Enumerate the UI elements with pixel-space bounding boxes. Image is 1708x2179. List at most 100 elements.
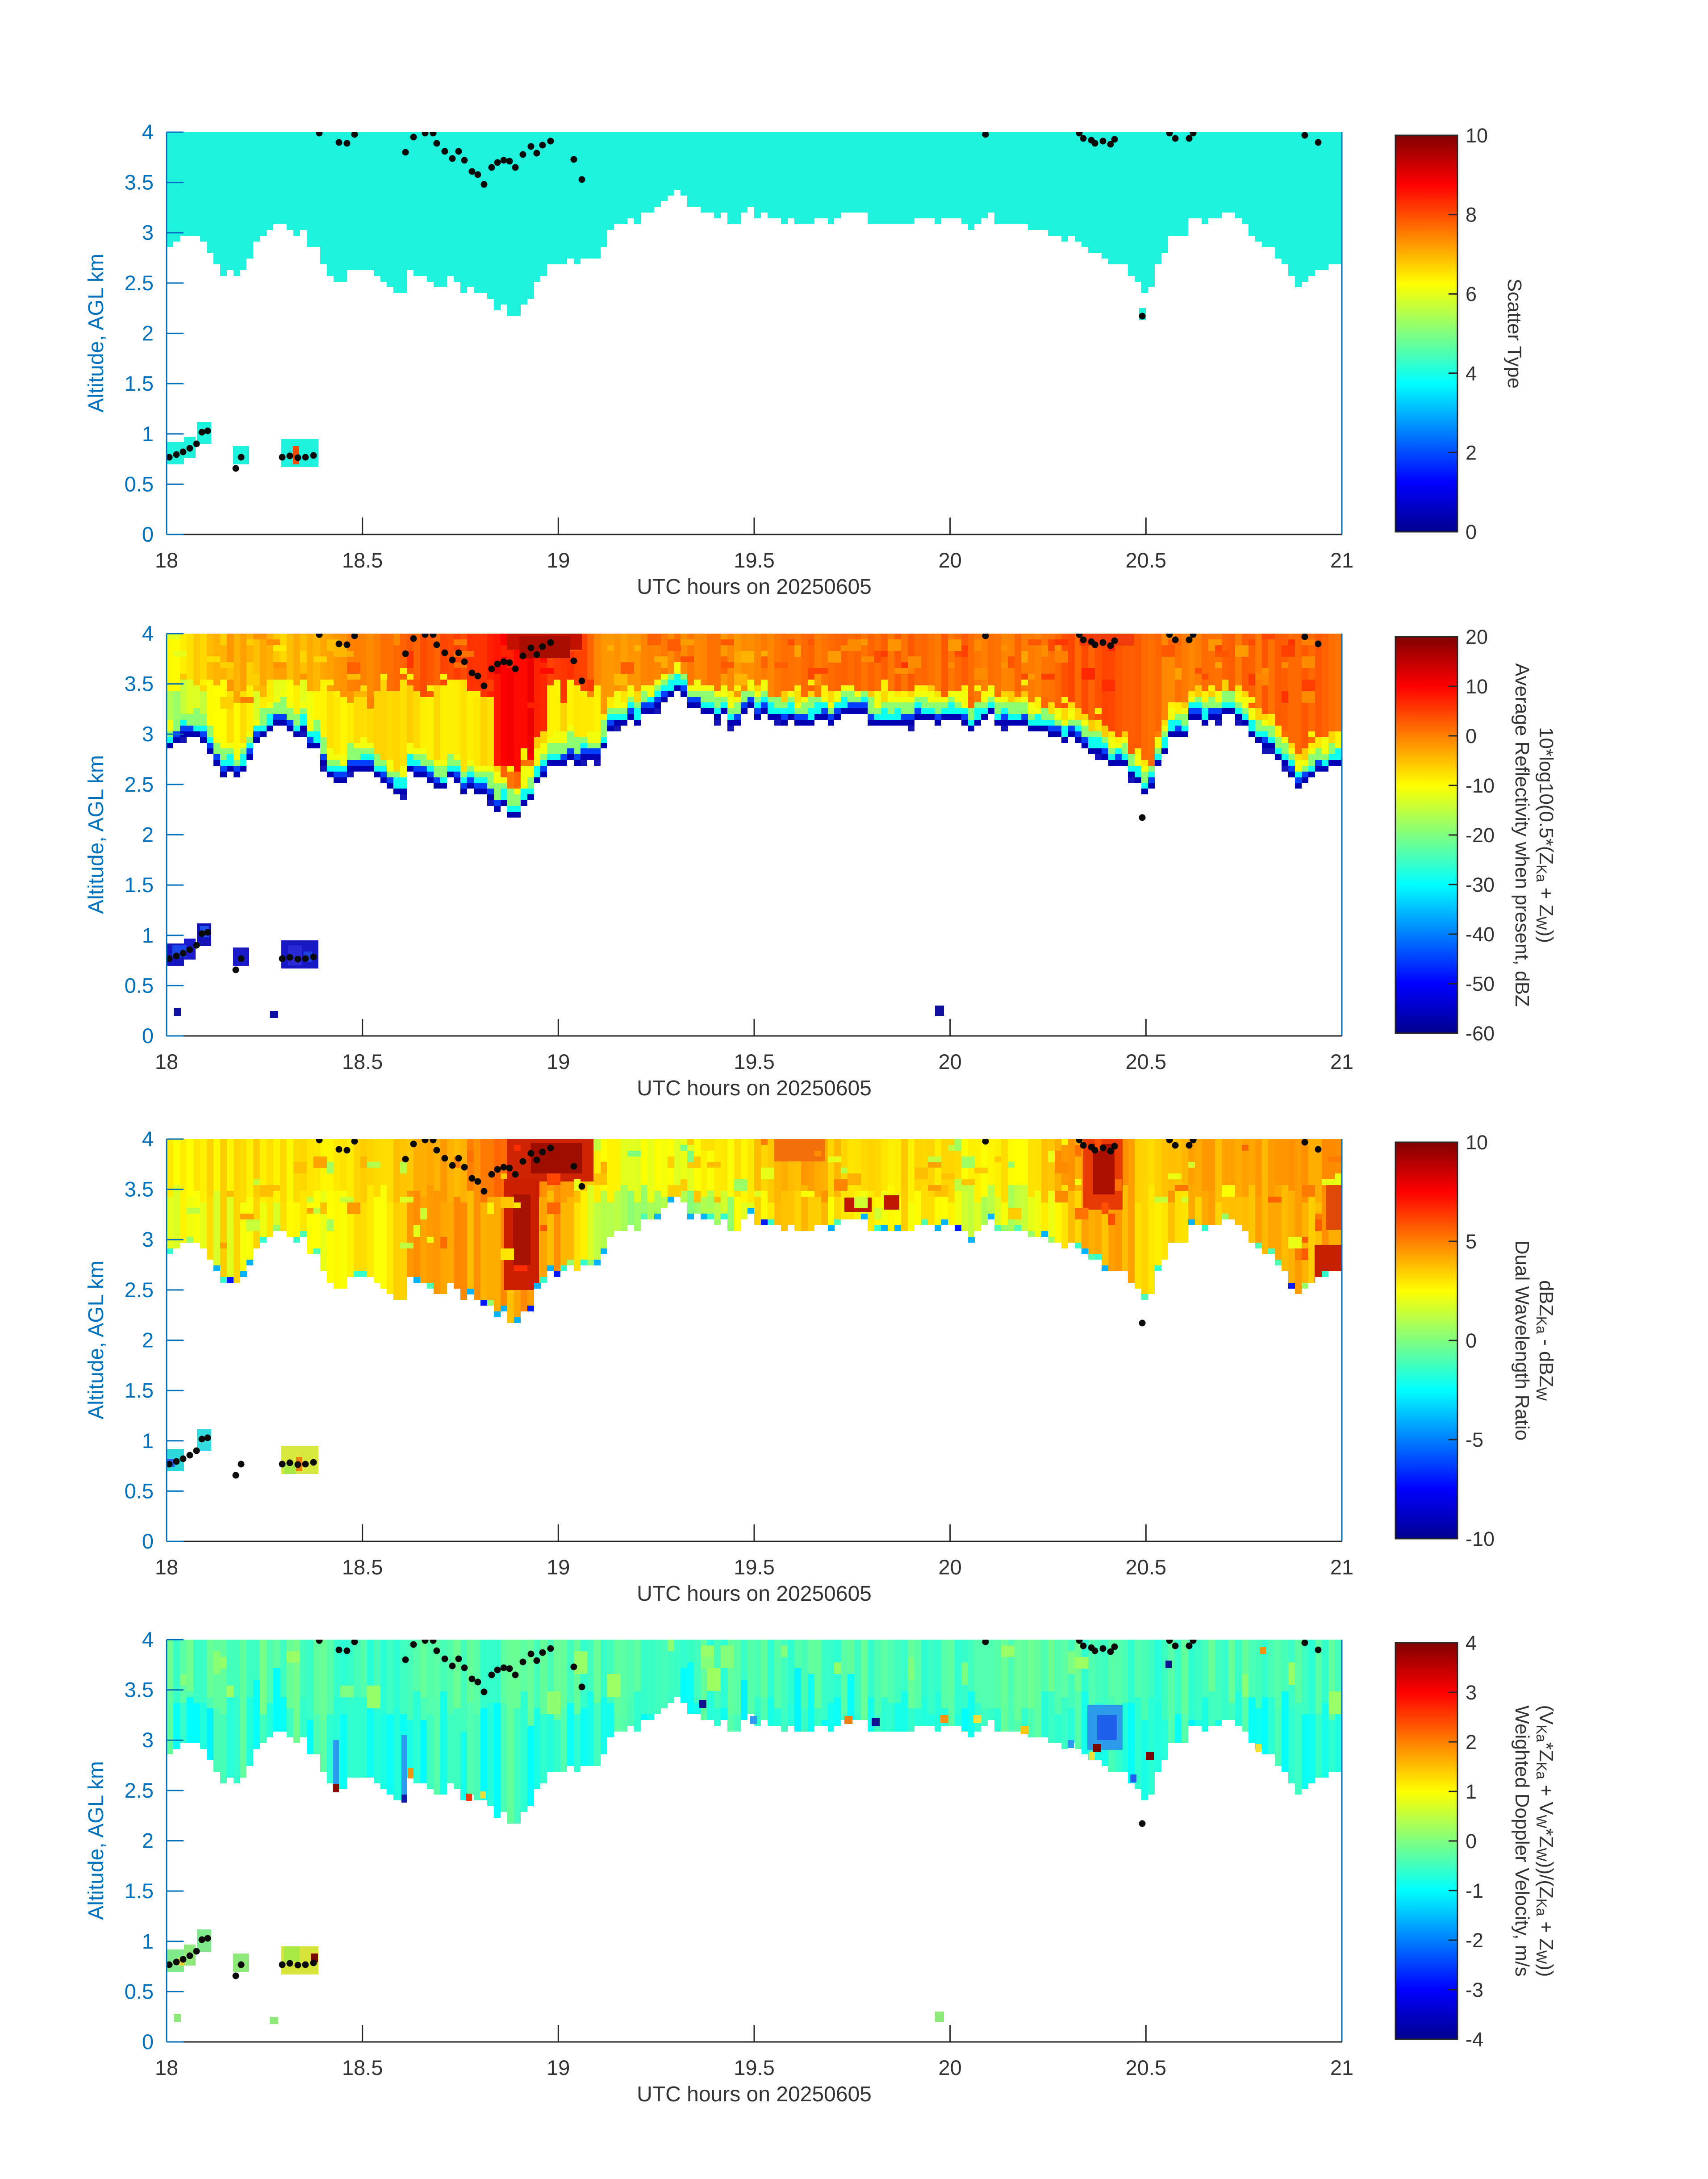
svg-text:20: 20 (1466, 626, 1488, 648)
svg-text:21: 21 (1330, 1555, 1353, 1579)
svg-text:-4: -4 (1466, 2028, 1483, 2051)
svg-text:19.5: 19.5 (734, 2056, 774, 2079)
svg-text:20: 20 (939, 1050, 962, 1073)
svg-text:1: 1 (142, 923, 154, 947)
svg-text:3.5: 3.5 (125, 1177, 154, 1201)
svg-text:10*log10(0.5*(ZKa + ZW)): 10*log10(0.5*(ZKa + ZW)) (1533, 727, 1557, 943)
svg-text:20: 20 (939, 548, 962, 572)
svg-text:20.5: 20.5 (1126, 2056, 1166, 2079)
svg-text:Altitude, AGL km: Altitude, AGL km (84, 1761, 108, 1920)
svg-text:18: 18 (155, 1555, 178, 1579)
svg-text:19.5: 19.5 (734, 548, 774, 572)
svg-text:1: 1 (142, 422, 154, 446)
svg-text:5: 5 (1466, 1230, 1477, 1253)
svg-text:1: 1 (142, 1929, 154, 1953)
svg-text:2.5: 2.5 (125, 271, 154, 295)
svg-text:3.5: 3.5 (125, 672, 154, 696)
svg-text:-2: -2 (1466, 1929, 1483, 1952)
svg-text:2: 2 (142, 1829, 154, 1853)
svg-text:18: 18 (155, 2056, 178, 2079)
svg-text:-60: -60 (1466, 1022, 1495, 1045)
svg-text:UTC hours on 20250605: UTC hours on 20250605 (637, 2083, 872, 2106)
svg-text:10: 10 (1466, 124, 1488, 147)
svg-text:3: 3 (1466, 1681, 1477, 1704)
svg-text:-1: -1 (1466, 1879, 1483, 1902)
svg-text:-50: -50 (1466, 973, 1495, 995)
svg-text:2.5: 2.5 (125, 1278, 154, 1302)
svg-text:0: 0 (142, 522, 154, 546)
svg-text:21: 21 (1330, 1050, 1353, 1073)
svg-text:4: 4 (142, 120, 154, 144)
svg-text:8: 8 (1466, 204, 1477, 226)
svg-text:6: 6 (1466, 283, 1477, 305)
svg-text:0: 0 (142, 1529, 154, 1553)
svg-text:Average Reflectivity when pres: Average Reflectivity when present, dBZ (1511, 663, 1533, 1007)
svg-text:1.5: 1.5 (125, 1378, 154, 1402)
svg-text:0: 0 (142, 2030, 154, 2054)
svg-text:3.5: 3.5 (125, 171, 154, 194)
svg-text:2: 2 (1466, 1731, 1477, 1753)
svg-text:3: 3 (142, 221, 154, 244)
svg-text:18.5: 18.5 (342, 1050, 383, 1073)
svg-text:Weighted Doppler Velocity, m/s: Weighted Doppler Velocity, m/s (1511, 1705, 1533, 1976)
svg-text:19: 19 (547, 548, 570, 572)
svg-text:19: 19 (547, 1555, 570, 1579)
svg-text:-30: -30 (1466, 873, 1495, 896)
svg-text:0.5: 0.5 (125, 973, 154, 997)
svg-text:-5: -5 (1466, 1428, 1483, 1451)
svg-text:0.5: 0.5 (125, 1979, 154, 2003)
svg-text:0.5: 0.5 (125, 1479, 154, 1503)
svg-text:Altitude, AGL km: Altitude, AGL km (84, 1261, 108, 1419)
svg-text:10: 10 (1466, 675, 1488, 698)
svg-text:1: 1 (1466, 1780, 1477, 1803)
svg-text:19: 19 (547, 2056, 570, 2079)
svg-text:1.5: 1.5 (125, 1879, 154, 1903)
svg-text:10: 10 (1466, 1131, 1488, 1154)
svg-text:18: 18 (155, 1050, 178, 1073)
svg-text:-10: -10 (1466, 1528, 1495, 1550)
svg-text:4: 4 (1466, 362, 1477, 385)
svg-text:20: 20 (939, 1555, 962, 1579)
svg-text:1.5: 1.5 (125, 372, 154, 395)
svg-text:18.5: 18.5 (342, 2056, 383, 2079)
svg-text:19.5: 19.5 (734, 1050, 774, 1073)
svg-text:21: 21 (1330, 548, 1353, 572)
svg-text:2: 2 (1466, 441, 1477, 464)
svg-text:0: 0 (1466, 521, 1477, 543)
svg-text:20.5: 20.5 (1126, 548, 1166, 572)
svg-text:1.5: 1.5 (125, 873, 154, 897)
svg-text:2: 2 (142, 321, 154, 345)
svg-text:20: 20 (939, 2056, 962, 2079)
svg-text:19.5: 19.5 (734, 1555, 774, 1579)
svg-text:18.5: 18.5 (342, 1555, 383, 1579)
svg-text:3: 3 (142, 1227, 154, 1251)
svg-text:2: 2 (142, 1328, 154, 1352)
svg-text:UTC hours on 20250605: UTC hours on 20250605 (637, 1077, 872, 1100)
svg-text:0: 0 (1466, 1329, 1477, 1352)
svg-text:-20: -20 (1466, 824, 1495, 847)
svg-text:21: 21 (1330, 2056, 1353, 2079)
svg-text:-40: -40 (1466, 923, 1495, 946)
svg-text:0: 0 (142, 1024, 154, 1048)
svg-text:Altitude, AGL km: Altitude, AGL km (84, 755, 108, 914)
svg-text:-3: -3 (1466, 1979, 1483, 2001)
svg-text:Altitude, AGL km: Altitude, AGL km (84, 254, 108, 413)
svg-text:20.5: 20.5 (1126, 1555, 1166, 1579)
svg-text:0: 0 (1466, 725, 1477, 747)
svg-text:2.5: 2.5 (125, 772, 154, 796)
svg-text:4: 4 (142, 622, 154, 645)
svg-text:2: 2 (142, 823, 154, 847)
svg-text:UTC hours on 20250605: UTC hours on 20250605 (637, 1582, 872, 1606)
svg-text:4: 4 (142, 1127, 154, 1151)
svg-text:0: 0 (1466, 1830, 1477, 1853)
svg-text:20.5: 20.5 (1126, 1050, 1166, 1073)
svg-text:18: 18 (155, 548, 178, 572)
svg-text:4: 4 (142, 1628, 154, 1651)
svg-text:1: 1 (142, 1429, 154, 1453)
svg-text:0.5: 0.5 (125, 472, 154, 496)
svg-text:Scatter Type: Scatter Type (1503, 279, 1525, 388)
svg-text:2.5: 2.5 (125, 1778, 154, 1802)
svg-text:Dual Wavelength Ratio: Dual Wavelength Ratio (1511, 1240, 1533, 1440)
svg-text:3: 3 (142, 1728, 154, 1752)
svg-text:4: 4 (1466, 1632, 1477, 1654)
